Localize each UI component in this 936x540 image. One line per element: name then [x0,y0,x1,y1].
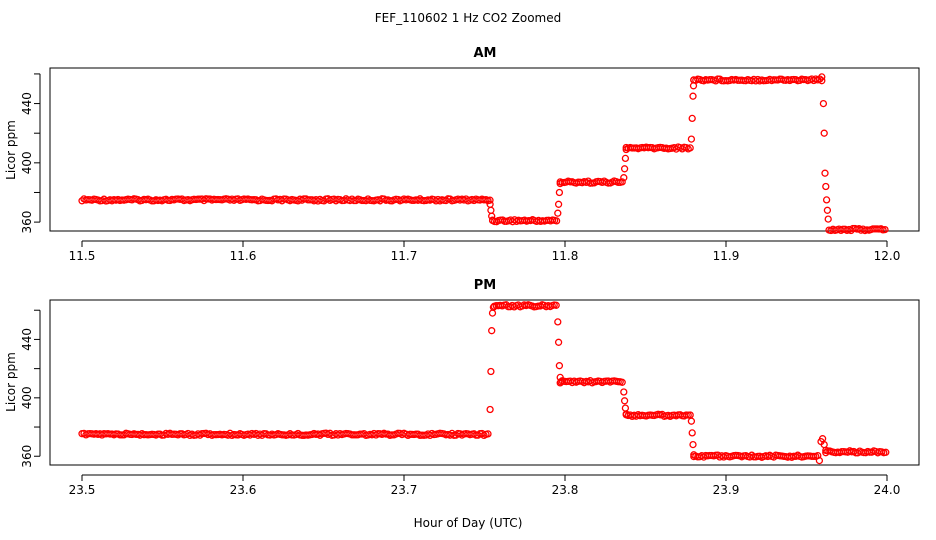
figure-title: FEF_110602 1 Hz CO2 Zoomed [375,11,561,25]
pm-plot-frame [49,299,920,466]
pm-y-ticks: 360 400 440 [20,309,41,468]
am-data-point [818,77,826,85]
am-transition-point [554,209,562,217]
am-transition-point [556,179,564,188]
pm-transition-point [556,373,564,382]
am-y-axis-label: Licor ppm [4,120,18,180]
pm-y-tick-label: 400 [20,386,34,409]
am-transition-point [555,188,564,197]
pm-x-tick-label: 23.5 [69,483,96,497]
pm-data-point [552,301,560,309]
pm-transition-point [815,456,824,465]
am-y-tick-label: 440 [20,92,34,115]
am-transition-point [622,145,630,154]
pm-y-tick-label: 440 [20,328,34,351]
pm-x-tick-label: 24.0 [874,483,901,497]
am-transition-point [819,99,828,108]
am-panel-title: AM [474,46,497,61]
pm-x-tick-label: 23.9 [713,483,740,497]
am-transition-point [824,215,832,223]
am-data-point [552,217,561,225]
am-x-tick-label: 11.6 [230,249,257,263]
am-panel: AM Licor ppm 11.5 11.6 11.7 11.8 11.9 12.0 36… [4,46,920,263]
pm-panel-title: PM [474,278,496,293]
pm-transition-point [822,446,830,455]
pm-transition-point [689,440,697,449]
pm-x-tick-label: 23.8 [552,483,579,497]
am-transition-point [488,212,496,220]
am-data-point [686,144,694,152]
pm-data-points [78,301,890,465]
pm-x-ticks: 23.5 23.6 23.7 23.8 23.9 24.0 [69,474,901,497]
pm-transition-point [688,429,696,437]
am-transition-point [822,196,831,204]
x-axis-label: Hour of Day (UTC) [414,516,523,530]
pm-transition-point [554,338,563,346]
am-transition-point [821,169,829,177]
am-x-ticks: 11.5 11.6 11.7 11.8 11.9 12.0 [69,240,901,263]
am-x-tick-label: 11.9 [713,249,740,263]
am-transition-point [488,216,497,225]
am-data-points [78,73,889,235]
am-transition-point [620,165,629,173]
am-data-point [486,196,494,204]
pm-transition-point [554,318,562,326]
pm-transition-point [621,404,630,412]
pm-x-tick-label: 23.7 [391,483,418,497]
pm-data-point [882,448,890,456]
pm-y-axis-label: Licor ppm [4,352,18,412]
am-transition-point [620,174,628,182]
am-transition-point [688,114,696,123]
am-transition-point [690,76,698,84]
am-transition-point [823,206,832,214]
am-transition-point [621,154,630,163]
pm-panel: PM Licor ppm 23.5 23.6 23.7 23.8 23.9 24.0 36… [4,278,920,497]
pm-y-tick-label: 360 [20,445,34,468]
am-y-tick-label: 360 [20,211,34,234]
am-data-point [816,75,824,83]
pm-transition-point [489,303,498,311]
pm-transition-point [620,388,628,396]
pm-transition-point [557,378,565,386]
pm-transition-point [488,309,497,317]
am-plot-frame [49,67,920,232]
am-transition-point [554,200,563,208]
am-y-tick-label: 400 [20,151,34,174]
am-data-point [881,225,889,234]
pm-transition-point [622,410,630,418]
am-transition-point [487,206,495,214]
pm-transition-point [487,367,495,376]
am-y-ticks: 360 400 440 [20,73,41,234]
am-data-point [618,178,626,186]
pm-transition-point [555,362,564,370]
am-transition-point [822,182,830,191]
pm-x-tick-label: 23.6 [230,483,257,497]
am-transition-point [689,92,697,100]
pm-data-point [618,378,626,386]
am-transition-point [820,129,828,137]
pm-transition-point [488,327,496,335]
pm-data-point [484,430,492,438]
am-transition-point [818,73,826,81]
am-x-tick-label: 11.5 [69,249,96,263]
am-x-tick-label: 12.0 [874,249,901,263]
pm-transition-point [486,405,494,414]
pm-transition-point [690,451,698,459]
am-x-tick-label: 11.8 [552,249,579,263]
pm-transition-point [687,417,696,425]
am-transition-point [689,82,698,90]
am-transition-point [687,135,696,143]
am-x-tick-label: 11.7 [391,249,418,263]
pm-transition-point [620,397,629,405]
